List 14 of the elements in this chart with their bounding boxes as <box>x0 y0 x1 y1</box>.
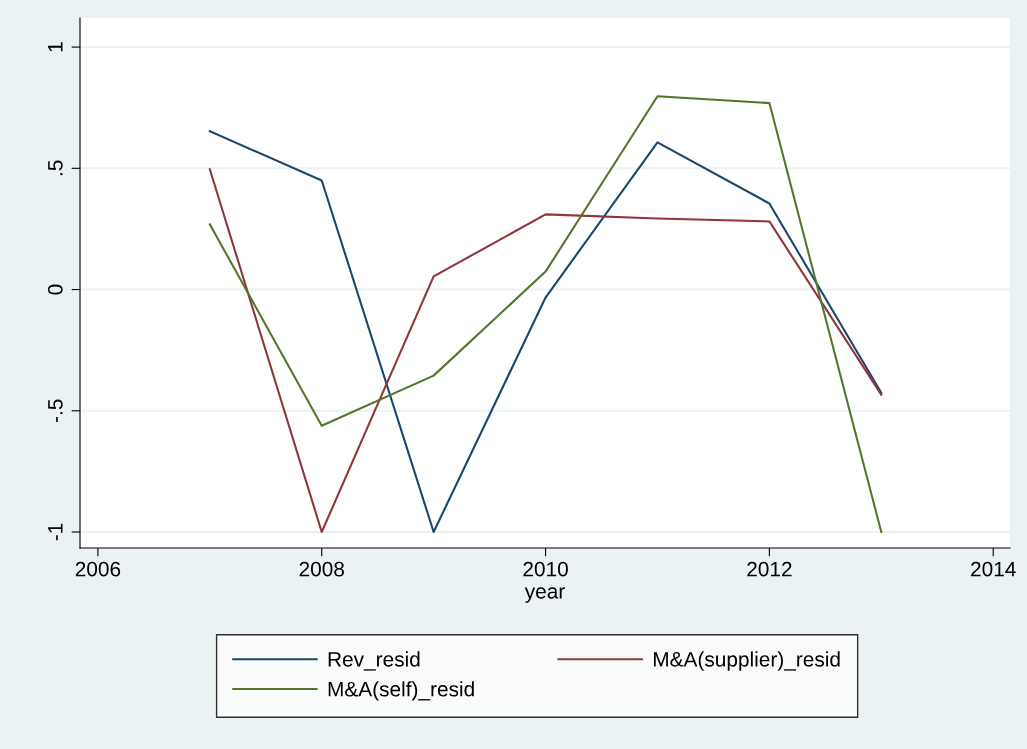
legend-label: Rev_resid <box>328 651 420 671</box>
x-tick-label: 2014 <box>971 561 1016 577</box>
x-tick-label: 2006 <box>75 561 121 577</box>
x-tick-label: 2010 <box>523 561 568 577</box>
legend-label: M&A(supplier)_resid <box>653 651 840 671</box>
x-tick-label: 2012 <box>747 561 792 577</box>
y-tick-label: 1 <box>48 42 63 52</box>
x-axis-title: year <box>524 587 565 603</box>
y-tick-label: .5 <box>48 160 63 176</box>
x-tick-label: 2008 <box>299 561 344 577</box>
y-tick-label: -1 <box>48 523 63 541</box>
y-tick-label: 0 <box>47 284 63 295</box>
y-tick-label: -.5 <box>48 399 63 422</box>
legend-label: M&A(self)_resid <box>328 681 474 701</box>
